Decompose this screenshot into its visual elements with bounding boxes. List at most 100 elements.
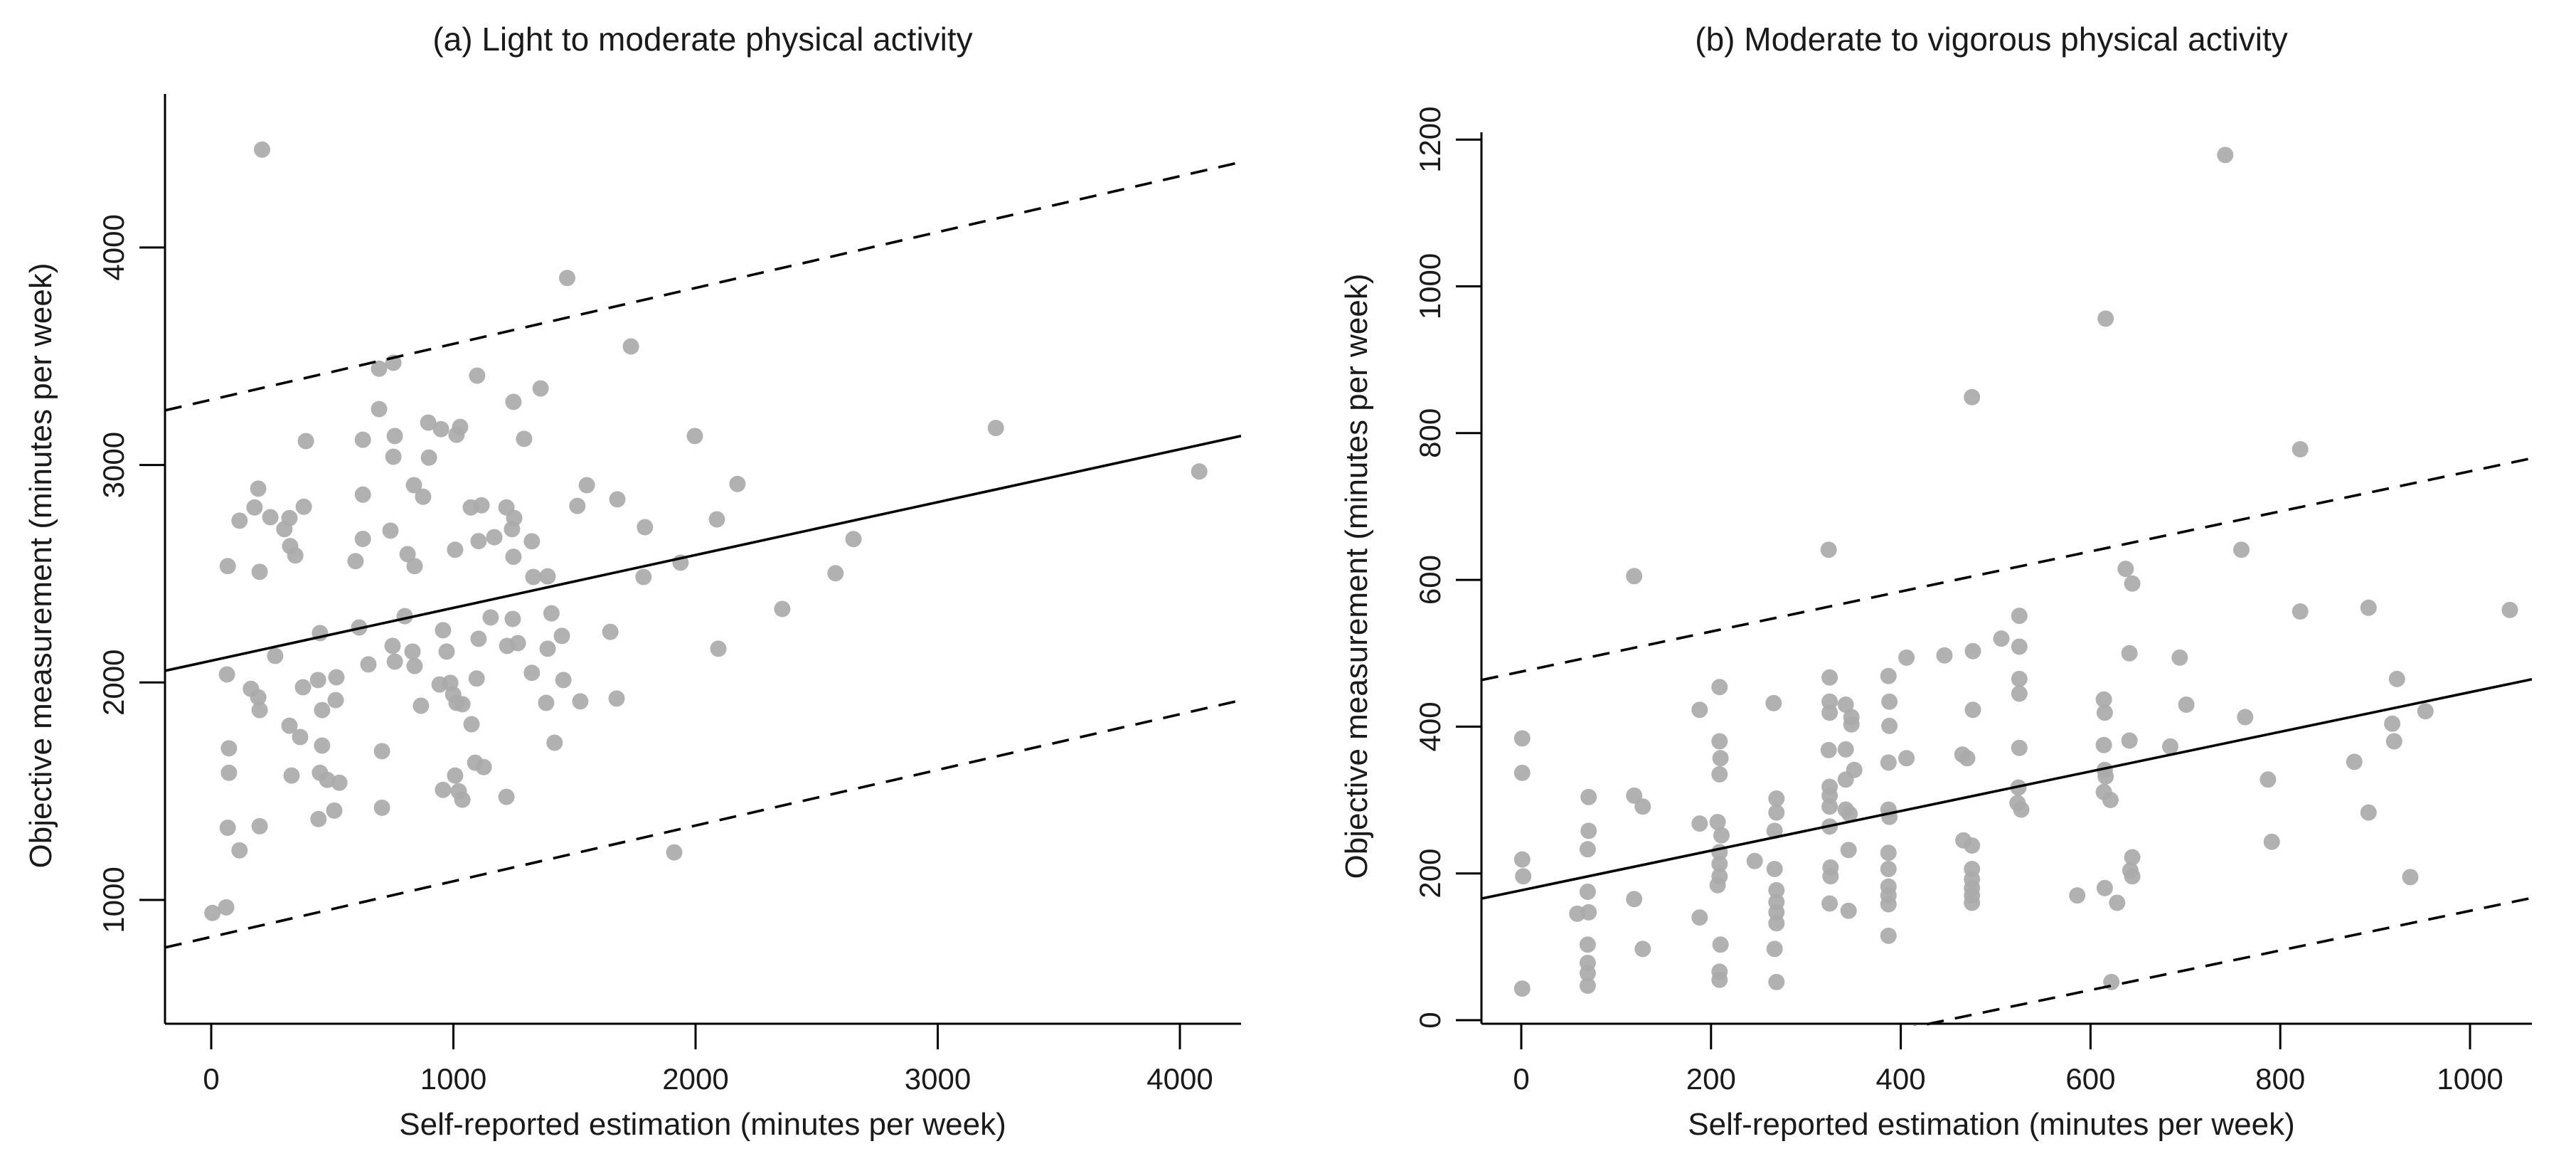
data-point [347,553,364,570]
data-point [399,546,416,563]
data-point [267,647,284,664]
data-point [435,622,452,639]
data-point [435,781,452,798]
data-point [2102,792,2119,808]
data-point [1513,764,1531,781]
data-point [1626,568,1643,585]
x-tick-label: 200 [1686,1062,1736,1096]
data-point [1711,679,1728,696]
data-point [1837,696,1854,713]
data-point [987,420,1004,437]
data-point [2237,709,2254,726]
data-point [1579,936,1596,953]
data-point [2417,703,2434,720]
x-tick-label: 3000 [905,1062,971,1096]
data-point [431,676,448,693]
data-point [454,696,471,713]
panel-a-y-axis-label: Objective measurement (minutes per week) [23,263,58,869]
data-point [219,820,236,836]
data-point [1936,647,1953,664]
data-point [297,433,314,450]
data-point [386,428,403,445]
data-point [468,670,485,687]
data-point [1579,841,1596,858]
data-point [1821,704,1838,721]
data-point [1513,980,1531,997]
scatter-points [1513,147,2518,997]
data-point [1821,895,1838,912]
data-point [1822,868,1839,885]
panel-b-y-axis-label: Objective measurement (minutes per week) [1339,273,1374,879]
data-point [1881,717,1898,734]
data-point [360,656,377,673]
data-point [354,486,371,503]
data-point [555,672,572,689]
data-point [382,522,399,539]
data-point [1837,741,1854,758]
data-point [525,568,542,586]
data-point [505,549,522,566]
data-point [602,623,619,640]
data-point [1634,798,1651,815]
data-point [1820,541,1837,558]
data-point [1964,642,1981,659]
data-point [2292,441,2309,457]
data-point [283,767,300,784]
data-point [2109,894,2126,911]
data-point [373,743,390,760]
data-point [251,563,268,581]
data-point [406,657,423,674]
data-point [1880,861,1897,877]
data-point [1766,940,1783,958]
data-point [1513,851,1531,868]
data-point [1840,842,1857,859]
data-point [2360,599,2377,616]
data-point [314,701,331,719]
data-point [2121,645,2138,662]
data-point [1821,798,1838,815]
data-point [2096,879,2113,896]
data-point [1880,896,1897,913]
lower-limit-line [1912,896,2532,1026]
data-point [637,519,654,536]
data-point [2171,649,2188,666]
data-point [482,609,499,626]
data-point [827,565,844,582]
lower-limit-line [165,699,1241,949]
data-point [438,643,455,660]
data-point [1898,649,1915,666]
data-point [2011,670,2028,687]
data-point [1713,827,1730,844]
x-tick-label: 1000 [2437,1062,2503,1096]
data-point [218,666,235,683]
data-point [2501,601,2518,618]
data-point [2124,868,2141,885]
data-point [523,664,541,682]
x-tick-label: 800 [2255,1062,2305,1096]
data-point [1626,787,1643,804]
data-point [509,635,526,652]
data-point [220,740,238,757]
data-point [1964,388,1981,406]
regression-line [165,435,1241,672]
data-point [2178,696,2195,713]
data-point [1820,741,1837,758]
data-point [470,630,487,647]
data-point [538,694,555,711]
y-tick-label: 600 [1413,555,1447,605]
data-point [2292,603,2309,620]
data-point [1712,750,1729,767]
data-point [1843,716,1860,733]
panel-b-x-axis-label: Self-reported estimation (minutes per we… [1688,1107,2295,1142]
data-point [406,558,423,575]
data-point [1993,630,2010,647]
data-point [1580,788,1597,805]
data-point [354,531,371,547]
data-point [1841,805,1858,822]
data-point [276,521,293,538]
data-point [1709,876,1726,894]
regression-line [1481,678,2532,900]
data-point [1964,701,1981,719]
y-tick-label: 1200 [1413,106,1447,172]
